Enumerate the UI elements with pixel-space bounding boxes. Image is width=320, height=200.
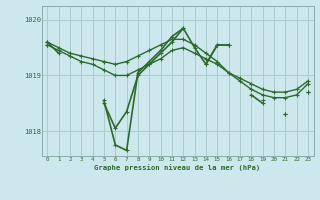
X-axis label: Graphe pression niveau de la mer (hPa): Graphe pression niveau de la mer (hPa) bbox=[94, 164, 261, 171]
